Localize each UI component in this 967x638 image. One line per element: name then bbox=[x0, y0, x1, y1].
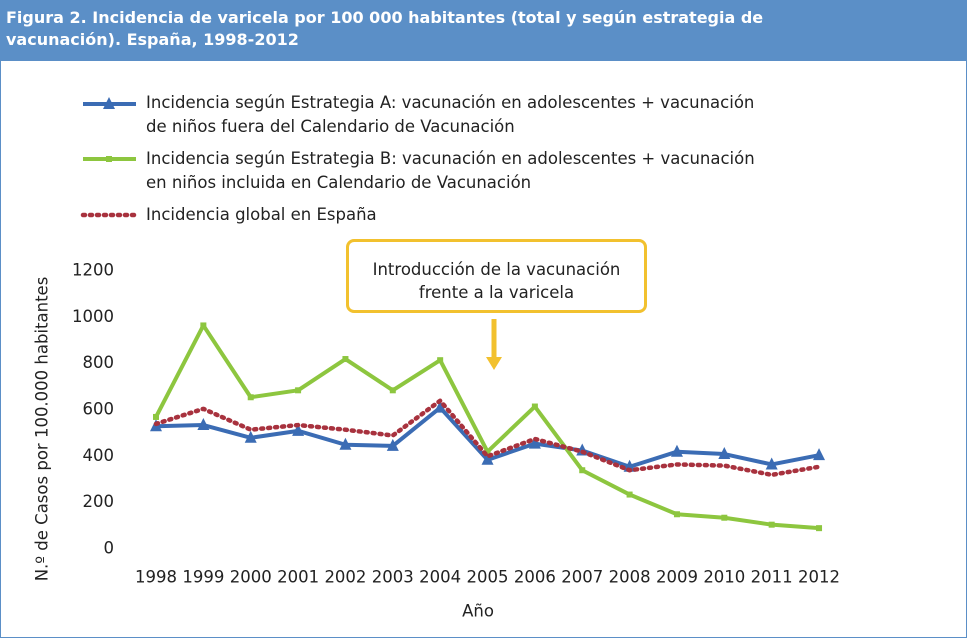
x-tick-label: 1998 bbox=[135, 568, 177, 587]
marker bbox=[247, 394, 254, 401]
marker bbox=[484, 448, 491, 455]
marker bbox=[481, 452, 494, 465]
x-tick-label: 2001 bbox=[277, 568, 319, 587]
x-tick-label: 2009 bbox=[656, 568, 698, 587]
marker bbox=[244, 430, 257, 443]
y-axis-title: N.º de Casos por 100.000 habitantes bbox=[33, 277, 52, 582]
x-tick-label: 2003 bbox=[372, 568, 414, 587]
x-tick-label: 2007 bbox=[561, 568, 603, 587]
x-tick-label: 2000 bbox=[230, 568, 272, 587]
marker bbox=[721, 514, 728, 521]
y-tick-label: 400 bbox=[83, 446, 115, 465]
marker bbox=[200, 322, 207, 329]
x-tick-label: 2010 bbox=[703, 568, 745, 587]
legend-label: Incidencia según Estrategia A: vacunació… bbox=[146, 93, 755, 136]
x-tick-label: 2012 bbox=[798, 568, 840, 587]
marker bbox=[765, 457, 778, 470]
header: Figura 2. Incidencia de varicela por 100… bbox=[1, 1, 966, 61]
marker bbox=[342, 356, 349, 363]
marker bbox=[153, 413, 159, 420]
marker bbox=[528, 436, 541, 449]
marker bbox=[626, 491, 633, 498]
x-tick-label: 2011 bbox=[751, 568, 793, 587]
series-line bbox=[154, 323, 820, 531]
marker bbox=[339, 437, 352, 450]
x-tick-label: 2004 bbox=[419, 568, 461, 587]
chart-title: Figura 2. Incidencia de varicela por 100… bbox=[6, 8, 764, 49]
marker bbox=[292, 423, 305, 436]
series-line bbox=[153, 398, 822, 478]
y-tick-label: 200 bbox=[83, 492, 115, 511]
legend-marker bbox=[106, 156, 112, 162]
x-axis-title: Año bbox=[462, 602, 494, 621]
marker bbox=[673, 511, 680, 518]
annotation: Introducción de la vacunación frente a l… bbox=[346, 239, 647, 313]
x-tick-label: 1999 bbox=[182, 568, 224, 587]
marker bbox=[813, 448, 826, 461]
legend-label: Incidencia según Estrategia B: vacunació… bbox=[146, 149, 755, 192]
x-tick-label: 2005 bbox=[467, 568, 509, 587]
marker bbox=[579, 467, 586, 474]
marker bbox=[531, 403, 538, 410]
marker bbox=[816, 525, 823, 532]
marker bbox=[434, 400, 447, 413]
marker bbox=[437, 357, 444, 364]
annotation-arrowhead bbox=[486, 357, 502, 370]
marker bbox=[389, 387, 396, 394]
y-tick-label: 1200 bbox=[72, 261, 114, 280]
marker bbox=[718, 447, 731, 460]
y-tick-label: 600 bbox=[83, 400, 115, 419]
marker bbox=[768, 521, 775, 528]
marker bbox=[197, 418, 210, 431]
y-tick-label: 1000 bbox=[72, 307, 114, 326]
marker bbox=[670, 444, 683, 457]
marker bbox=[295, 387, 302, 394]
legend-marker bbox=[103, 97, 115, 109]
y-tick-label: 0 bbox=[104, 539, 115, 558]
y-tick-label: 800 bbox=[83, 353, 115, 372]
x-tick-label: 2006 bbox=[514, 568, 556, 587]
marker bbox=[386, 438, 399, 451]
x-tick-label: 2002 bbox=[324, 568, 366, 587]
legend-label: Incidencia global en España bbox=[146, 205, 377, 224]
x-tick-label: 2008 bbox=[609, 568, 651, 587]
